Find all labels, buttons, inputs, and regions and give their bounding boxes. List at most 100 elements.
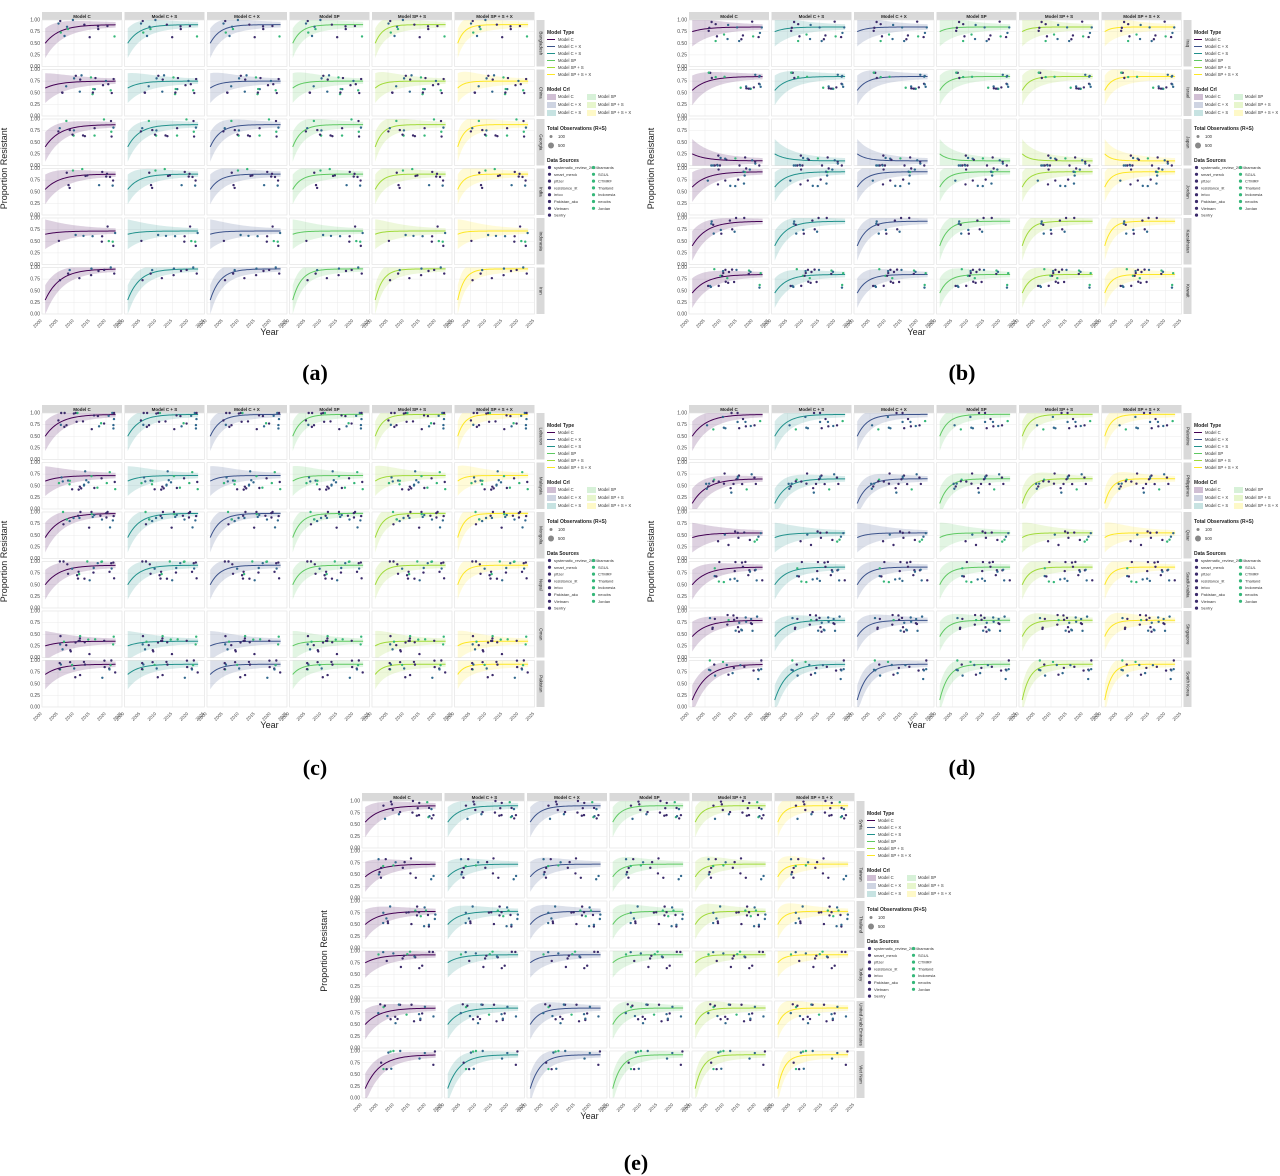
data-point: [498, 560, 501, 563]
data-point: [505, 486, 509, 490]
data-point: [1040, 164, 1043, 167]
x-tick-label: 2015: [163, 318, 174, 329]
model-curve: [691, 566, 763, 586]
data-point: [396, 272, 400, 275]
data-point: [419, 76, 423, 79]
model-curve: [292, 512, 364, 538]
data-point: [66, 572, 70, 575]
legend-label: Model SP + S + X: [558, 465, 591, 470]
x-tick-label: 2005: [131, 711, 142, 722]
data-point: [964, 168, 968, 171]
data-point: [262, 183, 266, 187]
data-point: [174, 87, 177, 91]
data-point: [835, 86, 838, 89]
model-curve: [127, 475, 199, 482]
data-point: [919, 482, 923, 486]
data-point: [415, 479, 418, 482]
data-point: [324, 577, 327, 580]
data-point: [335, 652, 339, 656]
data-point: [1117, 482, 1120, 486]
data-point: [173, 235, 177, 238]
data-point: [418, 652, 421, 656]
legend-shape-swatch: [1194, 206, 1199, 210]
data-point: [337, 273, 340, 277]
legend-label: Model C: [558, 430, 574, 435]
credible-interval-ribbon: [375, 630, 446, 658]
data-point: [1167, 579, 1171, 582]
data-point: [897, 618, 901, 622]
legend-shape-swatch: [1238, 165, 1243, 170]
strip-background: [124, 405, 205, 413]
strip-title: Model C + X: [234, 407, 260, 412]
data-point: [815, 280, 818, 284]
model-curve: [209, 413, 281, 437]
data-point: [487, 411, 490, 415]
data-point: [926, 579, 929, 582]
data-point: [165, 23, 169, 26]
data-point: [737, 536, 740, 540]
data-point: [818, 26, 821, 29]
data-point: [110, 659, 113, 662]
data-point: [1085, 538, 1089, 541]
data-point: [1146, 530, 1149, 533]
model-curve: [939, 171, 1011, 188]
data-point: [825, 182, 828, 185]
data-point: [885, 232, 888, 235]
data-point: [1157, 488, 1161, 491]
data-point: [112, 417, 116, 421]
y-tick-label: 0.75: [30, 571, 40, 577]
data-point: [398, 186, 401, 190]
data-point: [72, 516, 75, 520]
legend-shape-swatch: [591, 165, 596, 170]
legend-size-swatch: [548, 142, 554, 149]
data-point: [343, 486, 347, 489]
data-point: [831, 270, 835, 274]
row-strip: [536, 462, 545, 509]
data-point: [1043, 164, 1046, 167]
y-tick-label: 0.00: [677, 606, 687, 612]
data-point: [841, 31, 844, 35]
data-point: [150, 519, 154, 523]
data-point: [339, 91, 342, 94]
data-point: [992, 85, 995, 88]
y-tick-label: 0.75: [677, 29, 687, 35]
data-point: [991, 420, 995, 424]
data-point: [1044, 75, 1047, 79]
credible-interval-ribbon: [939, 561, 1011, 600]
data-point: [908, 156, 912, 159]
data-point: [86, 560, 89, 563]
data-point: [984, 531, 987, 535]
data-point: [106, 225, 109, 228]
data-point: [423, 134, 426, 137]
data-point: [922, 35, 925, 39]
data-point: [195, 577, 198, 580]
data-point: [395, 643, 398, 647]
data-point: [796, 75, 800, 79]
data-point: [471, 661, 474, 665]
data-point: [427, 269, 430, 273]
data-point: [1087, 35, 1090, 39]
legend-size-swatch: [1196, 135, 1200, 138]
data-point: [276, 240, 279, 243]
data-point: [1157, 620, 1160, 623]
data-point: [1171, 31, 1174, 35]
data-point: [1037, 482, 1041, 485]
x-tick-label: 2020: [179, 711, 190, 722]
legend-label: Model C + X: [558, 437, 581, 442]
legend-shape-swatch: [1194, 193, 1199, 197]
data-point: [897, 482, 900, 486]
data-point: [58, 643, 62, 646]
credible-interval-ribbon: [774, 269, 846, 308]
data-point: [1155, 531, 1158, 534]
data-point: [355, 239, 358, 243]
data-point: [961, 75, 965, 79]
data-point: [884, 228, 888, 232]
data-point: [239, 676, 242, 679]
data-point: [1160, 272, 1163, 276]
credible-interval-ribbon: [292, 267, 364, 314]
x-tick-label: 2020: [96, 318, 107, 329]
data-point: [834, 35, 837, 38]
row-label: Israel: [1186, 87, 1191, 98]
legend-label: barnards: [598, 165, 614, 170]
data-point: [526, 487, 529, 491]
